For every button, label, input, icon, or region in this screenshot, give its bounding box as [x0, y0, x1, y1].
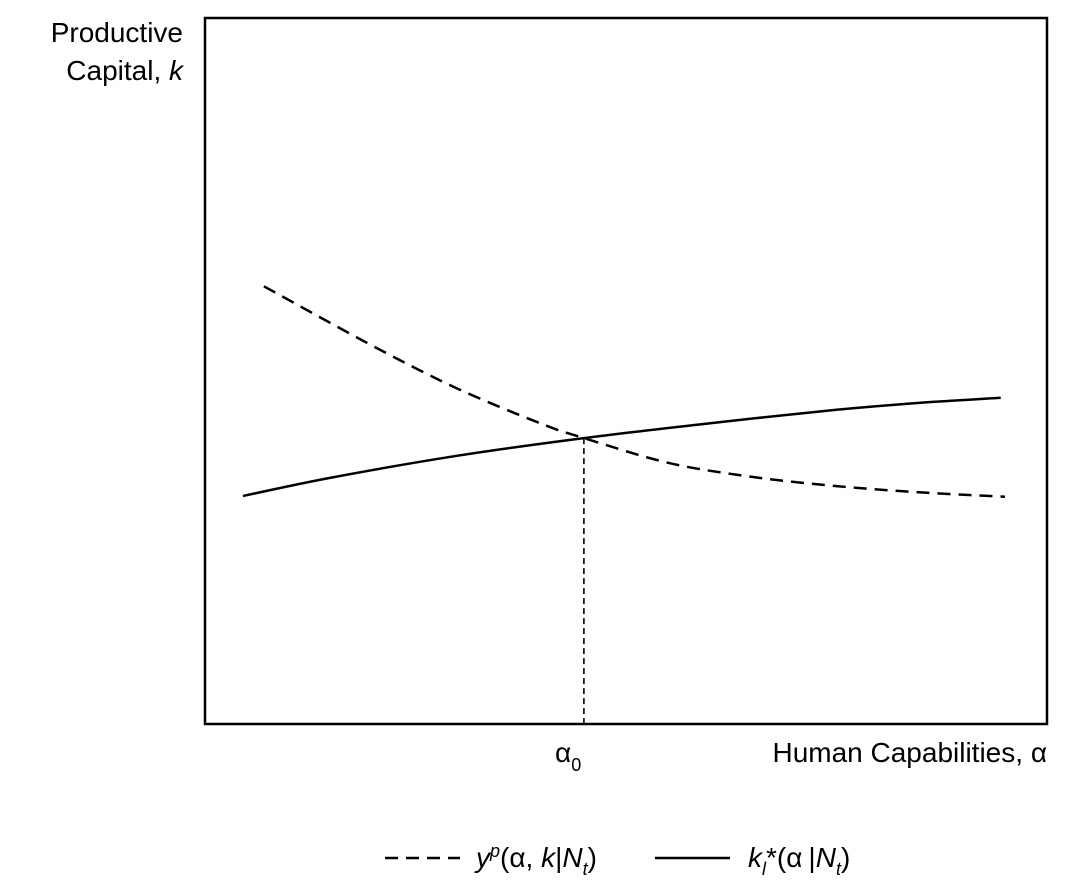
- legend-dashed-args: (α,: [500, 842, 541, 873]
- series-line-yp-dashed: [263, 285, 1005, 498]
- legend-solid-N: N: [816, 842, 837, 873]
- legend-solid-t: t: [836, 859, 842, 879]
- x-tick-alpha0-main: α: [555, 737, 571, 768]
- x-tick-alpha0-sub: 0: [571, 755, 581, 775]
- legend-dashed-t: t: [583, 859, 589, 879]
- legend-solid-star: *: [766, 842, 777, 873]
- legend: yp(α, k|Nt) kl*(α |Nt): [385, 841, 850, 879]
- legend-solid-k: k: [748, 842, 764, 873]
- legend-solid-close: ): [841, 842, 850, 873]
- legend-solid-l: l: [762, 859, 767, 879]
- x-tick-alpha0: α0: [555, 737, 581, 775]
- series-layer: [242, 285, 1005, 724]
- legend-dashed-k: k: [541, 842, 557, 873]
- y-axis-label-var: k: [169, 55, 185, 86]
- legend-label-dashed: yp(α, k|Nt): [474, 841, 597, 879]
- legend-dashed-y: y: [474, 842, 492, 873]
- legend-label-solid: kl*(α |Nt): [748, 842, 850, 879]
- y-axis-label-line1: Productive: [51, 17, 183, 48]
- series-line-kl-star-solid: [242, 396, 1001, 498]
- x-axis-label: Human Capabilities, α: [772, 737, 1047, 768]
- legend-solid-bar: |: [808, 842, 815, 873]
- legend-dashed-bar: |: [555, 842, 562, 873]
- legend-dashed-N: N: [562, 842, 583, 873]
- legend-dashed-sup: p: [489, 841, 500, 861]
- plot-frame: [203, 16, 1049, 726]
- legend-dashed-close: ): [588, 842, 597, 873]
- y-axis-label-prefix: Capital,: [66, 55, 169, 86]
- y-axis-label-line2: Capital, k: [66, 55, 185, 86]
- legend-solid-args: (α: [777, 842, 803, 873]
